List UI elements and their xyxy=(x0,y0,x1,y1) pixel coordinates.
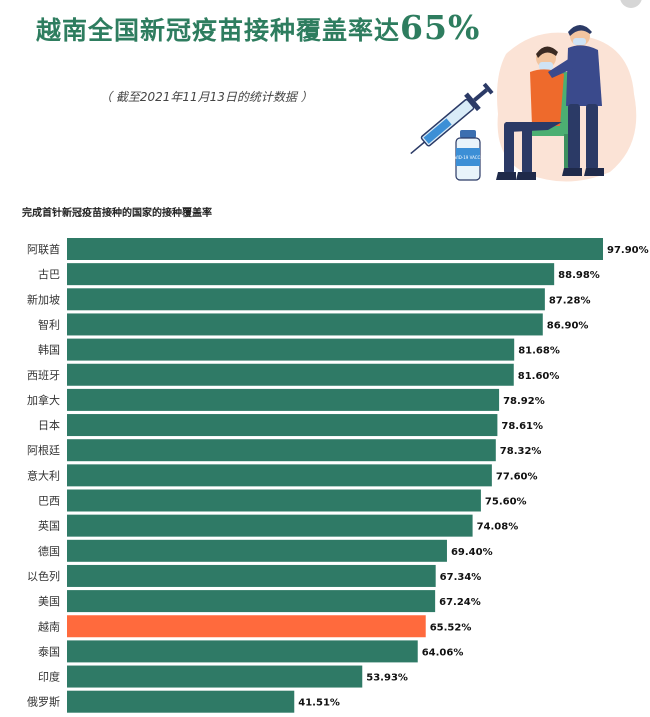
bar-7 xyxy=(67,414,498,437)
value-label-9: 77.60% xyxy=(496,471,538,482)
bar-10 xyxy=(67,489,481,512)
category-label-2: 新加坡 xyxy=(27,292,60,306)
category-label-5: 西班牙 xyxy=(27,369,60,382)
value-label-0: 97.90% xyxy=(607,245,649,256)
page-title: 越南全国新冠疫苗接种覆盖率达65% xyxy=(36,8,480,47)
bar-17 xyxy=(67,665,363,688)
bar-1 xyxy=(67,263,555,286)
value-label-15: 65.52% xyxy=(430,622,472,633)
category-label-11: 英国 xyxy=(38,519,60,533)
value-label-12: 69.40% xyxy=(451,547,493,558)
corner-circle xyxy=(620,0,642,8)
category-label-3: 智利 xyxy=(38,317,60,331)
bar-12 xyxy=(67,539,447,562)
value-label-13: 67.34% xyxy=(440,572,482,583)
bar-3 xyxy=(67,313,543,336)
value-label-2: 87.28% xyxy=(549,295,591,306)
bar-16 xyxy=(67,640,418,663)
bar-13 xyxy=(67,564,436,587)
bar-14 xyxy=(67,590,436,613)
syringe-icon xyxy=(410,82,494,155)
value-label-11: 74.08% xyxy=(477,522,519,533)
category-label-7: 日本 xyxy=(38,418,60,432)
bar-8 xyxy=(67,439,496,462)
value-label-1: 88.98% xyxy=(558,270,600,281)
category-label-18: 俄罗斯 xyxy=(27,696,60,709)
category-label-10: 巴西 xyxy=(38,495,60,508)
value-label-16: 64.06% xyxy=(422,647,464,658)
bar-0 xyxy=(67,238,604,260)
patient-icon xyxy=(496,46,564,180)
vaccine-vial-icon: COVID-19 VACCINE xyxy=(449,130,488,181)
category-label-16: 泰国 xyxy=(38,644,60,658)
category-label-13: 以色列 xyxy=(27,569,60,583)
vaccination-illustration: COVID-19 VACCINE xyxy=(410,25,637,182)
value-label-4: 81.68% xyxy=(518,346,560,357)
category-label-9: 意大利 xyxy=(27,468,60,482)
value-label-17: 53.93% xyxy=(366,673,408,684)
category-label-6: 加拿大 xyxy=(27,393,60,407)
category-label-12: 德国 xyxy=(38,544,60,558)
value-label-5: 81.60% xyxy=(518,371,560,382)
category-label-8: 阿根廷 xyxy=(27,443,60,457)
category-label-17: 印度 xyxy=(38,670,60,684)
bar-18 xyxy=(67,690,295,713)
bar-2 xyxy=(67,288,545,311)
bar-5 xyxy=(67,363,514,386)
value-label-3: 86.90% xyxy=(547,320,589,331)
category-label-15: 越南 xyxy=(38,619,60,633)
bar-4 xyxy=(67,338,515,361)
title-main: 越南全国新冠疫苗接种覆盖率达 xyxy=(36,16,401,45)
bar-9 xyxy=(67,464,492,487)
value-label-14: 67.24% xyxy=(439,597,481,608)
chart-title: 完成首针新冠疫苗接种的国家的接种覆盖率 xyxy=(22,208,212,219)
category-label-4: 韩国 xyxy=(38,343,60,357)
category-label-14: 美国 xyxy=(38,595,60,608)
value-label-10: 75.60% xyxy=(485,497,527,508)
value-label-18: 41.51% xyxy=(298,698,340,709)
category-label-0: 阿联酋 xyxy=(27,242,60,256)
subtitle-date: （ 截至2021年11月13日的统计数据 ） xyxy=(100,90,313,104)
bar-6 xyxy=(67,388,500,411)
nurse-icon xyxy=(548,25,604,176)
value-label-7: 78.61% xyxy=(501,421,543,432)
vaccine-label: COVID-19 VACCINE xyxy=(449,155,488,160)
coverage-bar-chart: 阿联酋 97.90% 古巴 88.98% 新加坡 87.28% 智利 86.90% 韩国 81.6… xyxy=(27,238,649,713)
value-label-6: 78.92% xyxy=(503,396,545,407)
title-percentage: 65% xyxy=(400,8,481,47)
bar-15 xyxy=(67,615,426,638)
bar-11 xyxy=(67,514,473,537)
category-label-1: 古巴 xyxy=(38,268,60,281)
value-label-8: 78.32% xyxy=(500,446,542,457)
